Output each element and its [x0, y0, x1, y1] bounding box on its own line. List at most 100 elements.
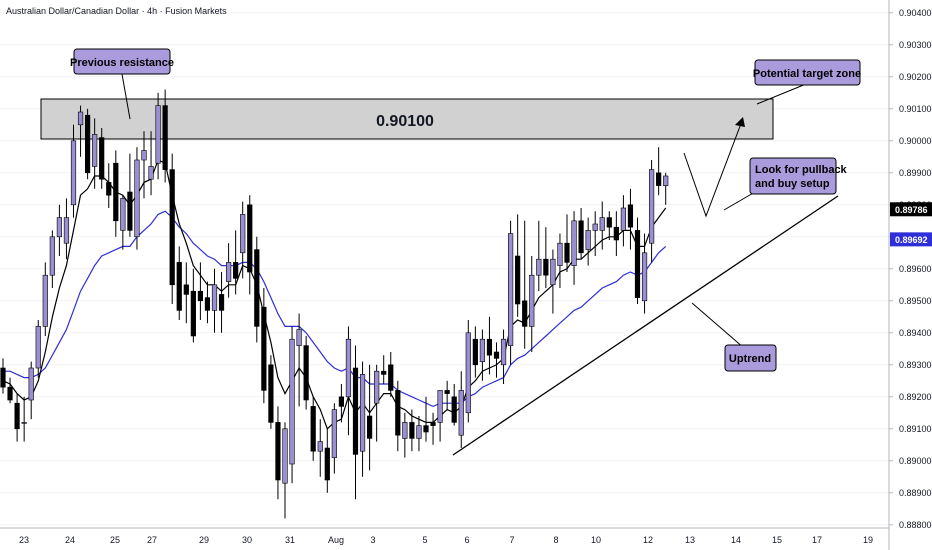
candle — [345, 326, 352, 436]
candle-body — [331, 409, 337, 458]
candle — [296, 313, 302, 407]
candle-body — [627, 204, 634, 228]
candle — [275, 406, 281, 500]
candle-body — [113, 162, 119, 222]
candle-body — [465, 332, 471, 414]
candle-body — [14, 402, 20, 430]
candle — [359, 361, 366, 477]
candle-body — [620, 207, 626, 231]
candle — [42, 262, 48, 336]
candle — [183, 262, 189, 324]
candle — [233, 230, 239, 295]
candle-body — [493, 351, 500, 359]
candle-body — [592, 223, 598, 231]
candle-body — [444, 390, 450, 394]
candle — [656, 147, 662, 196]
candle — [218, 272, 225, 333]
price-tick-label: 0.89300 — [899, 360, 932, 370]
candle-body — [564, 242, 570, 263]
candle-body — [599, 217, 605, 231]
candle — [197, 262, 204, 320]
candle — [388, 352, 394, 397]
candle — [106, 163, 112, 208]
candle — [63, 198, 70, 260]
candle-body — [529, 274, 535, 327]
candle — [162, 89, 168, 183]
candle-body — [472, 338, 478, 366]
candle-body — [303, 345, 309, 401]
candle-body — [634, 230, 641, 298]
candle — [155, 92, 161, 180]
candle — [409, 409, 415, 452]
candle — [451, 384, 457, 426]
time-tick-label: 6 — [464, 535, 469, 545]
candle-body — [275, 422, 281, 481]
candle — [204, 281, 211, 324]
candle — [515, 214, 521, 317]
time-tick-label: 25 — [110, 535, 120, 545]
candle-body — [388, 364, 394, 391]
ema-price-badge-bg — [890, 232, 932, 247]
candle — [543, 227, 549, 288]
price-tick-label: 0.89000 — [899, 456, 932, 466]
candle — [620, 195, 626, 247]
resistance-pointer — [121, 73, 131, 120]
candle-body — [416, 425, 422, 439]
time-tick-label: 5 — [422, 535, 427, 545]
uptrend-label: Uptrend — [729, 353, 771, 365]
price-tick-label: 0.90000 — [899, 136, 932, 146]
candle — [423, 396, 429, 442]
candle — [21, 396, 27, 442]
price-tick-label: 0.90300 — [899, 40, 932, 50]
candle-body — [211, 284, 218, 311]
candle-body — [35, 326, 41, 369]
candle-body — [317, 441, 323, 452]
candle — [550, 249, 556, 314]
candle — [437, 390, 443, 442]
candle-body — [352, 367, 359, 455]
pullback-label-line2: and buy setup — [755, 178, 830, 190]
last-price-badge-bg — [890, 202, 932, 217]
candle-body — [85, 114, 91, 174]
candle — [317, 419, 323, 477]
candle — [479, 329, 486, 381]
target-pointer — [756, 83, 807, 105]
candle — [148, 131, 154, 196]
candle-body — [486, 338, 493, 356]
candle-body — [550, 258, 556, 286]
price-tick-label: 0.89500 — [899, 296, 932, 306]
candle-body — [296, 329, 302, 346]
candle-body — [148, 166, 154, 180]
candle — [578, 208, 584, 260]
candle-body — [197, 290, 204, 302]
time-tick-label: 29 — [199, 535, 209, 545]
candle — [416, 416, 422, 452]
pullback-label-line1: Look for pullback — [755, 164, 848, 176]
chart-title: Australian Dollar/Canadian Dollar · 4h ·… — [6, 6, 227, 16]
candle-body — [106, 182, 112, 196]
candle — [352, 345, 359, 500]
candle — [254, 236, 260, 343]
price-tick-label: 0.90400 — [899, 8, 932, 18]
price-tick-label: 0.89100 — [899, 424, 932, 434]
time-tick-label: 12 — [643, 535, 653, 545]
candle-body — [374, 370, 380, 404]
candle — [331, 403, 337, 474]
candle — [402, 412, 408, 458]
target-zone-callout — [754, 59, 861, 86]
candle-body — [176, 262, 182, 311]
uptrend-line — [452, 195, 839, 456]
candle — [627, 188, 634, 250]
time-tick-label: 8 — [553, 535, 558, 545]
candle — [500, 329, 507, 384]
candle — [324, 428, 330, 493]
candle — [120, 195, 126, 250]
candle — [28, 361, 34, 420]
candle-body — [268, 364, 274, 423]
candle — [458, 371, 464, 448]
candle-body — [423, 425, 429, 433]
candle-body — [141, 150, 147, 161]
candle-body — [289, 338, 295, 465]
